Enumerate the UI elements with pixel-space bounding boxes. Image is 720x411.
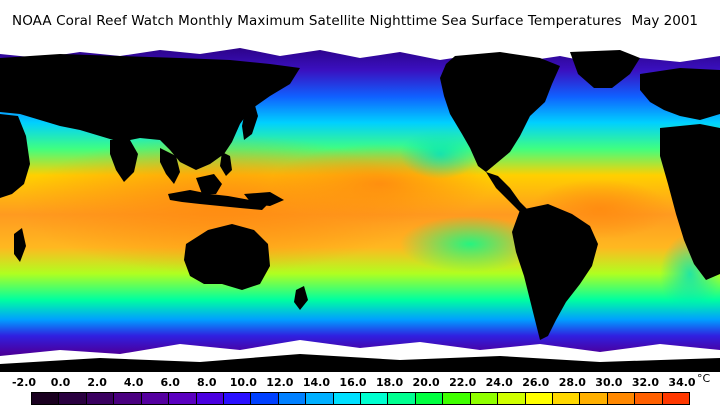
legend-tick-label: 0.0 <box>50 376 71 389</box>
land-greenland <box>570 50 640 88</box>
title-bar: NOAA Coral Reef Watch Monthly Maximum Sa… <box>0 0 720 44</box>
land-australia <box>184 224 270 290</box>
map-date: May 2001 <box>631 13 698 29</box>
legend-tick-label: 30.0 <box>595 376 623 389</box>
legend-swatch <box>333 393 362 404</box>
legend-swatch <box>141 393 170 404</box>
sst-map <box>0 44 720 372</box>
land-india <box>110 140 138 182</box>
legend-swatch <box>498 393 526 404</box>
land-south-america <box>512 204 598 340</box>
legend-swatch <box>443 393 471 404</box>
legend-swatch <box>251 393 279 404</box>
legend-tick-label: 32.0 <box>631 376 660 389</box>
land-antarctica <box>0 354 720 372</box>
legend-swatch <box>86 393 115 404</box>
legend-tick-label: 34.0 <box>668 376 696 389</box>
legend-tick-label: 28.0 <box>558 376 586 389</box>
land-japan <box>242 102 258 140</box>
legend-swatch <box>223 393 252 404</box>
legend-swatch <box>361 393 389 404</box>
land-europe <box>640 68 720 120</box>
legend-tick-label: 10.0 <box>229 376 257 389</box>
legend-tick-label: 22.0 <box>449 376 477 389</box>
legend-swatch <box>470 393 499 404</box>
map-title: NOAA Coral Reef Watch Monthly Maximum Sa… <box>12 13 622 29</box>
legend-tick-label: 18.0 <box>375 376 404 389</box>
california-cool <box>400 129 480 179</box>
land-borneo <box>196 174 222 194</box>
legend-swatch <box>59 393 87 404</box>
legend-tick-label: 2.0 <box>87 376 107 389</box>
legend-color-bar <box>31 392 690 405</box>
legend-tick-label: -2.0 <box>11 376 37 389</box>
color-legend: -2.0 0.0 2.0 4.0 6.0 8.0 10.0 12.0 14.0 16.0 18.0 2… <box>0 372 720 411</box>
land-central-america <box>486 172 528 212</box>
legend-tick-label: 20.0 <box>412 376 440 389</box>
legend-tick-label: 14.0 <box>302 376 331 389</box>
legend-unit: °C <box>697 372 711 385</box>
land-africa-left <box>0 114 30 198</box>
legend-swatch <box>388 393 416 404</box>
legend-tick-label: 12.0 <box>266 376 294 389</box>
land-north-america <box>440 52 560 172</box>
land-asia <box>0 54 300 170</box>
legend-swatch <box>607 393 636 404</box>
land-madagascar <box>14 228 26 262</box>
legend-swatch <box>196 393 224 404</box>
legend-swatch <box>278 393 307 404</box>
legend-swatch <box>553 393 581 404</box>
legend-tick-label: 6.0 <box>160 376 180 389</box>
legend-swatch <box>306 393 334 404</box>
land-africa <box>660 124 720 280</box>
land-new-zealand <box>294 286 308 310</box>
legend-tick-label: 16.0 <box>339 376 367 389</box>
legend-swatch <box>635 393 663 404</box>
land-se-asia <box>160 148 180 184</box>
legend-swatch <box>580 393 608 404</box>
legend-swatch <box>114 393 142 404</box>
legend-swatch <box>32 393 60 404</box>
legend-swatch <box>525 393 554 404</box>
legend-swatch <box>169 393 197 404</box>
land-indonesia <box>168 190 268 210</box>
legend-ticks: -2.0 0.0 2.0 4.0 6.0 8.0 10.0 12.0 14.0 16.0 18.0 2… <box>0 376 720 390</box>
eastern-pacific-cool-tongue <box>400 216 540 272</box>
land <box>0 50 720 372</box>
legend-tick-label: 24.0 <box>485 376 513 389</box>
land-new-guinea <box>244 192 284 206</box>
legend-tick-label: 8.0 <box>197 376 217 389</box>
legend-swatch <box>662 393 690 404</box>
land-philippines <box>220 152 232 176</box>
legend-tick-label: 4.0 <box>123 376 144 389</box>
legend-tick-label: 26.0 <box>522 376 550 389</box>
legend-swatch <box>415 393 444 404</box>
